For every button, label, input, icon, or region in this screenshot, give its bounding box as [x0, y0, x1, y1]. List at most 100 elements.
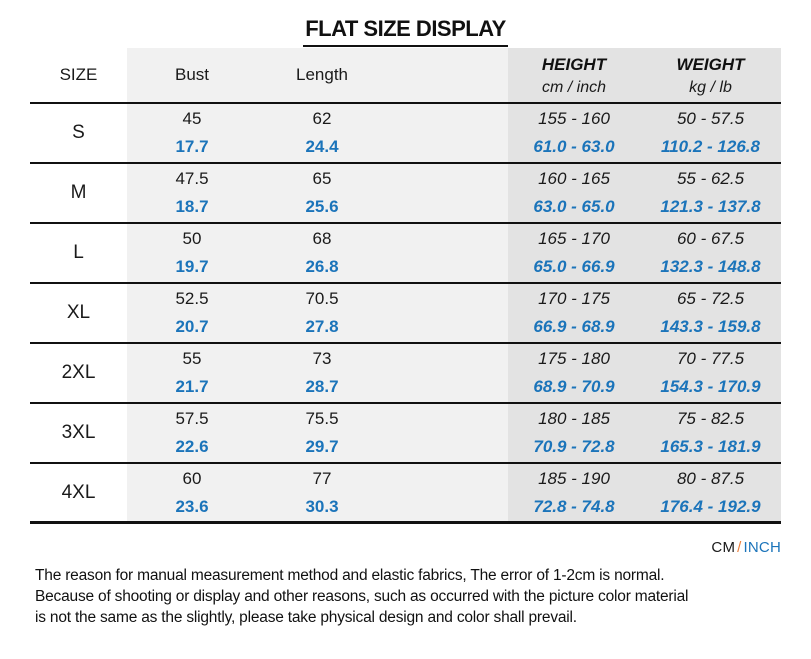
bust-cm-value: 57.5 [175, 409, 209, 428]
table-row-2xl: 2XL 55 21.7 73 28.7 175 - 180 68.9 - 70.… [30, 344, 781, 404]
weight-cell: 65 - 72.5 143.3 - 159.8 [640, 284, 781, 342]
weight-kg-value: 50 - 57.5 [676, 109, 745, 128]
size-value: 3XL [30, 404, 127, 462]
length-cm-value: 77 [312, 468, 332, 488]
weight-cell: 80 - 87.5 176.4 - 192.9 [640, 464, 781, 521]
length-inch-value: 28.7 [305, 377, 339, 396]
table-row-s: S 45 17.7 62 24.4 155 - 160 61.0 - 63.0 … [30, 104, 781, 164]
header-spacer [387, 48, 508, 102]
row-spacer [387, 104, 508, 162]
length-cell: 65 25.6 [257, 164, 387, 222]
row-spacer [387, 464, 508, 521]
col-header-bust: Bust [127, 48, 257, 102]
height-cell: 155 - 160 61.0 - 63.0 [508, 104, 640, 162]
length-cm-value: 73 [312, 349, 332, 368]
bust-inch-value: 21.7 [175, 377, 209, 396]
col-header-weight: WEIGHT kg / lb [640, 48, 781, 102]
length-cm-value: 75.5 [305, 409, 339, 428]
weight-kg-value: 60 - 67.5 [676, 229, 745, 248]
bust-cell: 60 23.6 [127, 464, 257, 521]
size-value: 2XL [30, 344, 127, 402]
row-spacer [387, 344, 508, 402]
bust-inch-value: 20.7 [175, 317, 209, 336]
height-cm-value: 180 - 185 [538, 409, 610, 428]
weight-lb-value: 176.4 - 192.9 [660, 496, 761, 516]
height-inch-value: 65.0 - 66.9 [533, 257, 615, 276]
height-inch-value: 66.9 - 68.9 [533, 317, 615, 336]
weight-kg-value: 65 - 72.5 [676, 289, 745, 308]
bust-cell: 52.5 20.7 [127, 284, 257, 342]
page-title: FLAT SIZE DISPLAY [303, 16, 508, 47]
col-header-size: SIZE [30, 48, 127, 102]
size-value: L [30, 224, 127, 282]
size-value: S [30, 104, 127, 162]
height-cm-value: 165 - 170 [538, 229, 610, 248]
weight-cell: 60 - 67.5 132.3 - 148.8 [640, 224, 781, 282]
footer-note: The reason for manual measurement method… [35, 565, 811, 628]
length-cell: 77 30.3 [257, 464, 387, 521]
legend-cm-label: CM [711, 539, 736, 556]
row-spacer [387, 404, 508, 462]
length-inch-value: 27.8 [305, 317, 339, 336]
length-inch-value: 24.4 [305, 137, 339, 156]
length-cell: 75.5 29.7 [257, 404, 387, 462]
bust-cell: 45 17.7 [127, 104, 257, 162]
col-header-height: HEIGHT cm / inch [508, 48, 640, 102]
length-cm-value: 70.5 [305, 289, 339, 308]
size-value: M [30, 164, 127, 222]
bust-cell: 57.5 22.6 [127, 404, 257, 462]
weight-kg-value: 75 - 82.5 [676, 409, 745, 428]
footer-line-2: Because of shooting or display and other… [35, 588, 689, 605]
table-row-l: L 50 19.7 68 26.8 165 - 170 65.0 - 66.9 … [30, 224, 781, 284]
size-value: 4XL [30, 464, 127, 521]
unit-legend: CM / INCH [30, 539, 781, 556]
weight-lb-value: 121.3 - 137.8 [660, 197, 761, 216]
weight-lb-value: 154.3 - 170.9 [660, 377, 761, 396]
weight-lb-value: 165.3 - 181.9 [660, 437, 761, 456]
legend-slash: / [737, 539, 742, 556]
height-cell: 160 - 165 63.0 - 65.0 [508, 164, 640, 222]
height-cell: 180 - 185 70.9 - 72.8 [508, 404, 640, 462]
length-inch-value: 26.8 [305, 257, 339, 276]
weight-cell: 70 - 77.5 154.3 - 170.9 [640, 344, 781, 402]
weight-lb-value: 110.2 - 126.8 [661, 137, 760, 156]
table-row-xl: XL 52.5 20.7 70.5 27.8 170 - 175 66.9 - … [30, 284, 781, 344]
weight-header-units: kg / lb [689, 78, 732, 96]
legend-inch-label: INCH [743, 539, 781, 556]
length-cell: 73 28.7 [257, 344, 387, 402]
length-inch-value: 29.7 [305, 437, 339, 456]
bust-cm-value: 55 [182, 349, 202, 368]
weight-cell: 75 - 82.5 165.3 - 181.9 [640, 404, 781, 462]
length-cm-value: 65 [312, 169, 332, 188]
height-header-label: HEIGHT [541, 54, 607, 74]
table-row-m: M 47.5 18.7 65 25.6 160 - 165 63.0 - 65.… [30, 164, 781, 224]
bust-cell: 47.5 18.7 [127, 164, 257, 222]
length-cm-value: 68 [312, 229, 332, 248]
height-cell: 175 - 180 68.9 - 70.9 [508, 344, 640, 402]
height-inch-value: 68.9 - 70.9 [533, 377, 615, 396]
bust-inch-value: 22.6 [175, 437, 209, 456]
height-inch-value: 61.0 - 63.0 [533, 137, 615, 156]
height-cm-value: 160 - 165 [538, 169, 610, 188]
bust-cell: 55 21.7 [127, 344, 257, 402]
bust-cm-value: 47.5 [175, 169, 209, 188]
height-cell: 170 - 175 66.9 - 68.9 [508, 284, 640, 342]
height-cell: 165 - 170 65.0 - 66.9 [508, 224, 640, 282]
bust-inch-value: 17.7 [175, 137, 209, 156]
weight-cell: 55 - 62.5 121.3 - 137.8 [640, 164, 781, 222]
weight-kg-value: 70 - 77.5 [676, 349, 745, 368]
col-header-length: Length [257, 48, 387, 102]
weight-cell: 50 - 57.5 110.2 - 126.8 [640, 104, 781, 162]
length-inch-value: 25.6 [305, 197, 339, 216]
size-value: XL [30, 284, 127, 342]
footer-line-1: The reason for manual measurement method… [35, 567, 665, 584]
weight-lb-value: 132.3 - 148.8 [660, 257, 761, 276]
length-inch-value: 30.3 [305, 496, 339, 516]
length-cm-value: 62 [312, 109, 332, 128]
footer-line-3: is not the same as the slightly, please … [35, 609, 577, 626]
table-row-4xl: 4XL 60 23.6 77 30.3 185 - 190 72.8 - 74.… [30, 464, 781, 524]
row-spacer [387, 164, 508, 222]
weight-kg-value: 80 - 87.5 [676, 468, 745, 488]
bust-cell: 50 19.7 [127, 224, 257, 282]
